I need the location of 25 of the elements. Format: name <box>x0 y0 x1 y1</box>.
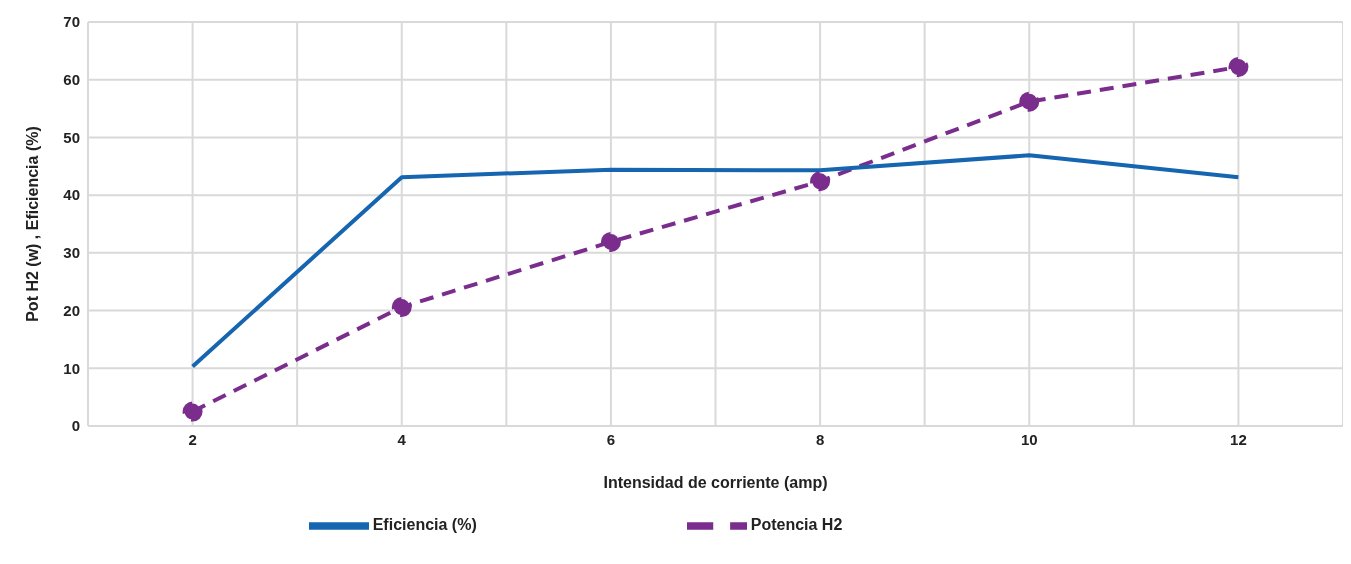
x-tick-label: 8 <box>815 430 825 448</box>
y-tick-label: 40 <box>63 186 80 204</box>
x-tick-label: 12 <box>1230 430 1247 448</box>
legend-label: Potencia H2 <box>750 516 843 534</box>
y-axis-title: Pot H2 (w) , Eficiencia (%) <box>23 126 41 322</box>
x-axis-title: Intensidad de corriente (amp) <box>603 474 828 491</box>
point <box>600 231 621 252</box>
x-tick-label: 10 <box>1020 430 1038 448</box>
x-tick-label: 6 <box>606 430 616 448</box>
point <box>1228 57 1249 78</box>
y-tick-label: 0 <box>71 417 80 435</box>
point <box>1019 91 1040 112</box>
y-tick-label: 10 <box>63 359 80 377</box>
legend-label: Eficiencia (%) <box>372 516 477 534</box>
y-tick-label: 60 <box>63 71 80 89</box>
x-tick-label: 4 <box>397 430 407 448</box>
x-tick-label: 2 <box>188 430 197 448</box>
y-tick-label: 30 <box>63 244 80 262</box>
point <box>810 171 831 192</box>
point <box>182 401 203 422</box>
y-tick-label: 20 <box>63 301 80 319</box>
y-tick-label: 50 <box>63 128 80 146</box>
point <box>391 297 412 318</box>
y-tick-label: 70 <box>63 13 80 31</box>
line-series <box>190 153 1241 369</box>
